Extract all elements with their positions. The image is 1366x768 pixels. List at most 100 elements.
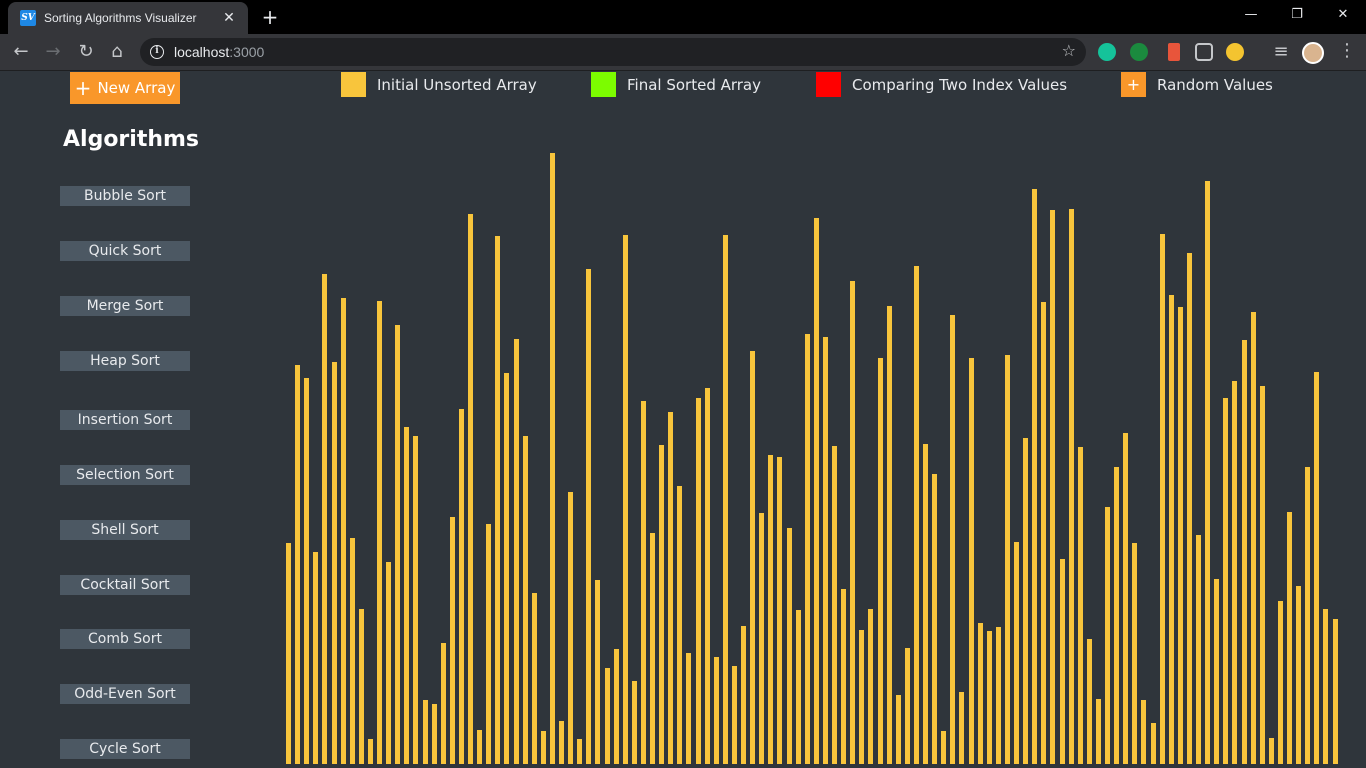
bookmark-star-icon[interactable]: ☆	[1061, 41, 1076, 60]
array-bar	[795, 610, 801, 764]
array-bar	[1086, 639, 1092, 764]
array-bar	[895, 695, 901, 764]
array-bar	[1332, 619, 1338, 764]
restore-icon[interactable]: ❐	[1291, 7, 1303, 22]
legend-label: Comparing Two Index Values	[852, 75, 1068, 94]
array-bar	[722, 235, 728, 764]
array-bars-container	[286, 72, 1346, 764]
array-bar	[340, 298, 346, 764]
cocktail-sort-button[interactable]: Cocktail Sort	[60, 575, 190, 595]
array-bar	[513, 339, 519, 764]
browser-tabbar: SV Sorting Algorithms Visualizer ✕ + — ❐…	[0, 0, 1366, 34]
tab-close-icon[interactable]: ✕	[223, 10, 235, 26]
array-bar	[786, 528, 792, 764]
array-bar	[1232, 381, 1238, 764]
array-bar	[1314, 372, 1320, 764]
array-bar	[813, 218, 819, 764]
array-bar	[941, 731, 947, 764]
browser-toolbar: ← → ↻ ⌂ i localhost:3000 ☆ ≡ ⋮	[0, 34, 1366, 71]
array-bar	[959, 692, 965, 764]
array-bar	[1132, 543, 1138, 764]
array-bar	[759, 513, 765, 764]
quick-sort-button[interactable]: Quick Sort	[60, 241, 190, 261]
grammarly-extension-icon[interactable]	[1098, 43, 1116, 61]
array-bar	[768, 455, 774, 764]
array-bar	[504, 373, 510, 764]
browser-menu-icon[interactable]: ⋮	[1338, 40, 1356, 61]
array-bar	[686, 653, 692, 764]
browser-tab[interactable]: SV Sorting Algorithms Visualizer ✕	[8, 2, 248, 34]
heap-sort-button[interactable]: Heap Sort	[60, 351, 190, 371]
site-info-icon[interactable]: i	[150, 45, 164, 59]
profile-avatar[interactable]	[1302, 42, 1324, 64]
reload-icon[interactable]: ↻	[78, 41, 94, 62]
minimize-icon[interactable]: —	[1244, 7, 1258, 22]
array-bar	[286, 543, 291, 764]
array-bar	[531, 593, 537, 764]
legend-item-unsorted: Initial Unsorted Array	[341, 72, 537, 97]
bubble-sort-button[interactable]: Bubble Sort	[60, 186, 190, 206]
array-bar	[1268, 738, 1274, 764]
pocket-extension-icon[interactable]	[1195, 43, 1213, 61]
media-control-icon[interactable]: ≡	[1273, 41, 1289, 62]
legend-item-random: + Random Values	[1121, 72, 1273, 97]
array-bar	[968, 358, 974, 764]
tab-title: Sorting Algorithms Visualizer	[44, 11, 197, 25]
forward-icon[interactable]: →	[45, 41, 61, 62]
array-bar	[495, 236, 501, 764]
back-icon[interactable]: ←	[13, 41, 29, 62]
odd-even-sort-button[interactable]: Odd-Even Sort	[60, 684, 190, 704]
array-bar	[468, 214, 473, 764]
array-bar	[1214, 579, 1220, 764]
array-bar	[295, 365, 301, 764]
array-bar	[449, 517, 455, 764]
array-bar	[913, 266, 919, 764]
array-bar	[1095, 699, 1101, 764]
plus-icon: +	[74, 76, 92, 100]
extension-icon[interactable]	[1168, 43, 1180, 61]
home-icon[interactable]: ⌂	[111, 41, 123, 62]
extension-icon[interactable]	[1226, 43, 1244, 61]
array-bar	[595, 580, 601, 764]
legend-label: Initial Unsorted Array	[377, 75, 537, 94]
array-bar	[549, 153, 555, 764]
new-array-button[interactable]: + New Array	[70, 72, 180, 104]
window-close-icon[interactable]: ✕	[1337, 7, 1349, 22]
array-bar	[1196, 535, 1201, 764]
insertion-sort-button[interactable]: Insertion Sort	[60, 410, 190, 430]
array-bar	[1041, 302, 1047, 764]
url-text: localhost:3000	[174, 44, 265, 60]
array-bar	[859, 630, 865, 764]
array-bar	[1068, 209, 1074, 764]
array-bar	[777, 457, 783, 764]
shell-sort-button[interactable]: Shell Sort	[60, 520, 190, 540]
array-bar	[695, 398, 701, 764]
array-bar	[1141, 700, 1147, 764]
legend-swatch	[816, 72, 841, 97]
comb-sort-button[interactable]: Comb Sort	[60, 629, 190, 649]
array-bar	[1223, 398, 1229, 764]
array-bar	[713, 657, 719, 764]
cycle-sort-button[interactable]: Cycle Sort	[60, 739, 190, 759]
extension-icon[interactable]	[1130, 43, 1148, 61]
array-bar	[932, 474, 938, 764]
array-bar	[540, 731, 546, 764]
selection-sort-button[interactable]: Selection Sort	[60, 465, 190, 485]
legend-label: Final Sorted Array	[627, 75, 762, 94]
algorithms-heading: Algorithms	[63, 127, 200, 152]
array-bar	[422, 700, 428, 764]
array-bar	[586, 269, 592, 764]
array-bar	[886, 306, 892, 764]
array-bar	[304, 378, 310, 764]
address-bar[interactable]: i localhost:3000 ☆	[140, 38, 1086, 66]
array-bar	[1287, 512, 1292, 764]
array-bar	[659, 445, 665, 764]
merge-sort-button[interactable]: Merge Sort	[60, 296, 190, 316]
array-bar	[322, 274, 328, 764]
array-bar	[1014, 542, 1019, 764]
array-bar	[1259, 386, 1265, 764]
new-tab-icon[interactable]: +	[261, 5, 279, 29]
array-bar	[650, 533, 655, 764]
array-bar	[841, 589, 847, 764]
array-bar	[1323, 609, 1329, 764]
